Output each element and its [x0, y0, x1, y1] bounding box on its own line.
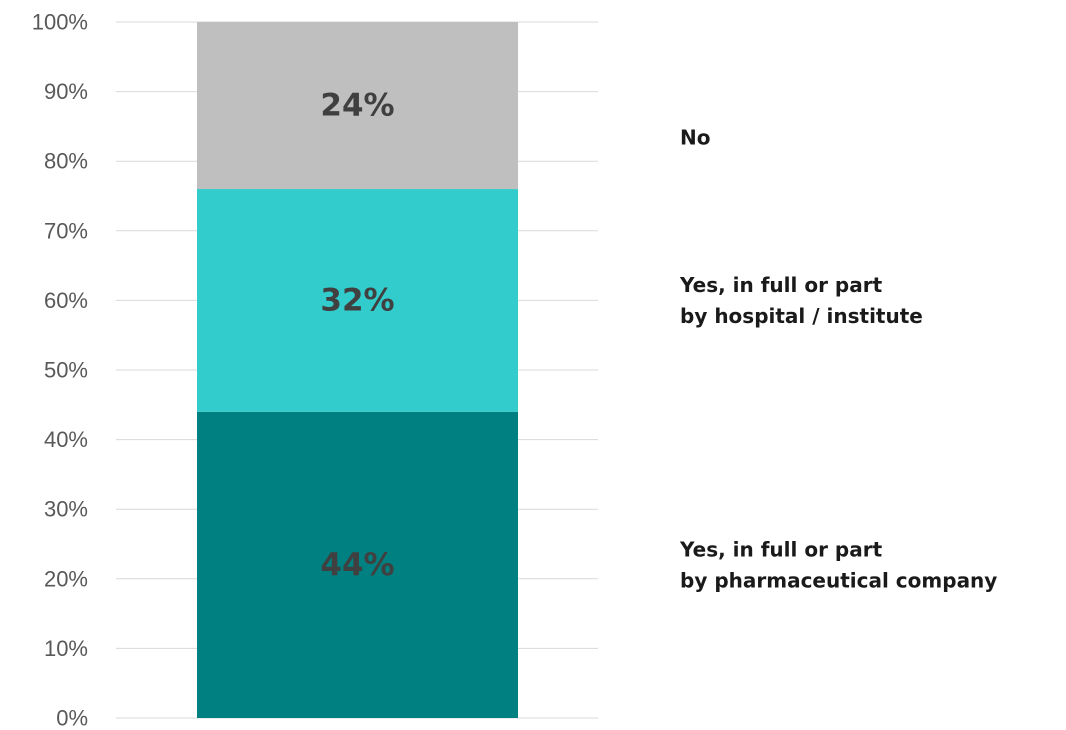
data-labels: 44% 32% 24% [320, 88, 394, 583]
legend-label-line: Yes, in full or part [679, 273, 883, 297]
bar-segment [197, 411, 518, 718]
bar-segment [197, 22, 518, 190]
legend-label-line: by hospital / institute [680, 304, 923, 328]
y-tick-label: 30% [44, 497, 88, 522]
y-tick-label: 80% [44, 149, 88, 174]
y-tick-label: 40% [44, 427, 88, 452]
data-label: 32% [320, 282, 394, 318]
y-tick-label: 50% [44, 358, 88, 383]
data-label: 44% [320, 547, 394, 583]
legend-label: Yes, in full or part by pharmaceutical co… [679, 537, 997, 592]
y-tick-label: 90% [44, 79, 88, 104]
y-tick-label: 100% [32, 10, 88, 35]
legend-label-line: Yes, in full or part [679, 537, 883, 561]
y-axis-tick-labels: 0% 10% 20% 30% 40% 50% 60% 70% 80% 90% 100% [32, 10, 88, 730]
y-tick-label: 70% [44, 218, 88, 243]
y-tick-label: 20% [44, 566, 88, 591]
y-tick-label: 60% [44, 288, 88, 313]
data-label: 24% [320, 88, 394, 124]
y-tick-label: 10% [44, 636, 88, 661]
bar-segments [197, 22, 518, 718]
legend: Yes, in full or part by pharmaceutical co… [679, 126, 997, 593]
y-tick-label: 0% [56, 706, 88, 730]
legend-label-line: by pharmaceutical company [680, 568, 997, 592]
bar-segment [197, 189, 518, 412]
legend-label: No [680, 126, 710, 150]
legend-label: Yes, in full or part by hospital / instit… [679, 273, 923, 328]
legend-label-line: No [680, 126, 710, 150]
